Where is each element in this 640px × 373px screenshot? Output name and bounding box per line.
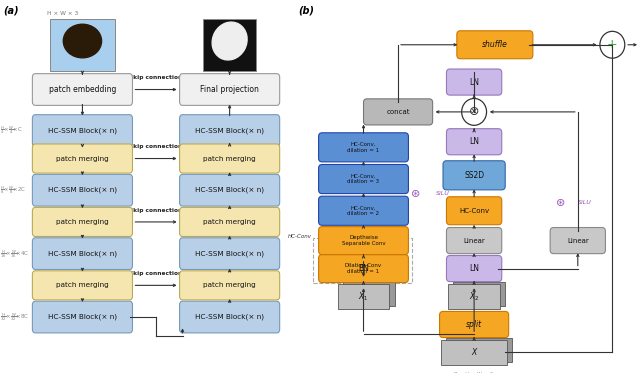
- FancyBboxPatch shape: [180, 271, 280, 300]
- Text: $\frac{H}{16}$$\times$$\frac{W}{16}$$\times$4C: $\frac{H}{16}$$\times$$\frac{W}{16}$$\ti…: [0, 248, 29, 260]
- Text: Final projection: Final projection: [200, 85, 259, 94]
- Text: X: X: [472, 348, 477, 357]
- FancyBboxPatch shape: [180, 238, 280, 269]
- Text: HC-SSM Block(× n): HC-SSM Block(× n): [195, 187, 264, 194]
- Text: Skip connection: Skip connection: [129, 208, 182, 213]
- Text: SS2D: SS2D: [464, 171, 484, 180]
- FancyBboxPatch shape: [319, 254, 408, 283]
- Text: SiLU: SiLU: [578, 200, 591, 205]
- Text: patch merging: patch merging: [56, 282, 109, 288]
- Text: +: +: [607, 38, 618, 51]
- Text: $\frac{H}{32}$$\times$$\frac{W}{32}$$\times$8C: $\frac{H}{32}$$\times$$\frac{W}{32}$$\ti…: [0, 311, 29, 323]
- Circle shape: [600, 31, 625, 58]
- Text: Linear: Linear: [567, 238, 589, 244]
- FancyBboxPatch shape: [319, 196, 408, 225]
- Text: LN: LN: [469, 78, 479, 87]
- FancyBboxPatch shape: [447, 69, 502, 95]
- Text: HC-SSM Block(× n): HC-SSM Block(× n): [48, 187, 117, 194]
- Text: $X_2$: $X_2$: [469, 290, 479, 303]
- Text: $X_1$: $X_1$: [358, 290, 369, 303]
- FancyBboxPatch shape: [33, 115, 132, 146]
- FancyBboxPatch shape: [440, 311, 509, 338]
- FancyBboxPatch shape: [319, 133, 408, 162]
- Text: LN: LN: [469, 264, 479, 273]
- Text: patch merging: patch merging: [204, 156, 256, 162]
- Text: HC-Conv: HC-Conv: [459, 208, 489, 214]
- FancyBboxPatch shape: [447, 129, 502, 155]
- Text: (a): (a): [3, 6, 19, 16]
- Text: ⊛: ⊛: [411, 189, 420, 199]
- Text: Skip connection: Skip connection: [129, 271, 182, 276]
- FancyBboxPatch shape: [180, 301, 280, 333]
- Text: HC-SSM Block(× n): HC-SSM Block(× n): [195, 127, 264, 134]
- Ellipse shape: [212, 22, 247, 60]
- FancyBboxPatch shape: [447, 256, 502, 282]
- FancyBboxPatch shape: [457, 31, 533, 59]
- Text: patch embedding: patch embedding: [49, 85, 116, 94]
- Text: H × W × 3: H × W × 3: [47, 10, 78, 16]
- FancyBboxPatch shape: [448, 284, 500, 309]
- Text: patch merging: patch merging: [204, 219, 256, 225]
- FancyBboxPatch shape: [447, 338, 512, 362]
- Text: (b): (b): [298, 6, 314, 16]
- Text: HC-Conv,
dilation = 2: HC-Conv, dilation = 2: [348, 206, 380, 216]
- Text: HC-SSM Block(× n): HC-SSM Block(× n): [48, 250, 117, 257]
- Text: split: split: [466, 320, 482, 329]
- Text: patch merging: patch merging: [56, 156, 109, 162]
- Text: shuffle: shuffle: [482, 40, 508, 49]
- FancyBboxPatch shape: [442, 340, 507, 365]
- Text: $\frac{H}{8}$$\times$$\frac{W}{8}$$\times$2C: $\frac{H}{8}$$\times$$\frac{W}{8}$$\time…: [0, 184, 26, 196]
- Text: HC-SSM Block(× n): HC-SSM Block(× n): [48, 314, 117, 320]
- FancyBboxPatch shape: [180, 74, 280, 105]
- Text: Skip connection: Skip connection: [129, 144, 182, 149]
- Text: patch merging: patch merging: [204, 282, 256, 288]
- FancyBboxPatch shape: [550, 228, 605, 254]
- Text: $\frac{H}{4}$$\times$$\frac{W}{4}$$\times$C: $\frac{H}{4}$$\times$$\frac{W}{4}$$\time…: [0, 125, 23, 137]
- FancyBboxPatch shape: [180, 115, 280, 146]
- FancyBboxPatch shape: [33, 238, 132, 269]
- FancyBboxPatch shape: [203, 19, 256, 71]
- FancyBboxPatch shape: [443, 161, 505, 190]
- FancyBboxPatch shape: [319, 227, 408, 255]
- FancyBboxPatch shape: [180, 207, 280, 236]
- Text: Linear: Linear: [463, 238, 485, 244]
- FancyBboxPatch shape: [453, 282, 505, 306]
- Text: concat: concat: [387, 109, 410, 115]
- Text: HC-Conv: HC-Conv: [288, 234, 312, 239]
- FancyBboxPatch shape: [343, 282, 395, 306]
- FancyBboxPatch shape: [364, 99, 433, 125]
- Text: patch merging: patch merging: [56, 219, 109, 225]
- FancyBboxPatch shape: [33, 175, 132, 206]
- FancyBboxPatch shape: [180, 175, 280, 206]
- FancyBboxPatch shape: [33, 207, 132, 236]
- Text: BN: BN: [358, 264, 369, 273]
- Text: ⊗: ⊗: [469, 106, 479, 118]
- Text: SiLU: SiLU: [436, 191, 450, 196]
- Circle shape: [461, 98, 486, 125]
- Text: Depthwise
Separable Conv: Depthwise Separable Conv: [342, 235, 385, 246]
- FancyBboxPatch shape: [33, 74, 132, 105]
- Text: HC-SSM Block(× n): HC-SSM Block(× n): [195, 314, 264, 320]
- Text: HC-Conv,
dilation = 3: HC-Conv, dilation = 3: [348, 174, 380, 184]
- FancyBboxPatch shape: [50, 19, 115, 71]
- Text: HC-Conv,
dilation = 1: HC-Conv, dilation = 1: [348, 142, 380, 153]
- FancyBboxPatch shape: [447, 197, 502, 225]
- Text: LN: LN: [469, 137, 479, 146]
- FancyBboxPatch shape: [338, 256, 390, 282]
- Text: HC-SSM Block(× n): HC-SSM Block(× n): [48, 127, 117, 134]
- Ellipse shape: [63, 24, 102, 58]
- Text: ⊛: ⊛: [556, 198, 565, 208]
- FancyBboxPatch shape: [319, 164, 408, 194]
- FancyBboxPatch shape: [447, 228, 502, 254]
- Text: HC-SSM Block(× n): HC-SSM Block(× n): [195, 250, 264, 257]
- Text: B × H × W × C: B × H × W × C: [454, 372, 493, 373]
- Text: Dilation-Conv
dilation = 1: Dilation-Conv dilation = 1: [345, 263, 382, 274]
- FancyBboxPatch shape: [33, 301, 132, 333]
- FancyBboxPatch shape: [33, 271, 132, 300]
- FancyBboxPatch shape: [180, 144, 280, 173]
- Text: Skip connection: Skip connection: [129, 75, 182, 80]
- FancyBboxPatch shape: [33, 144, 132, 173]
- FancyBboxPatch shape: [338, 284, 390, 309]
